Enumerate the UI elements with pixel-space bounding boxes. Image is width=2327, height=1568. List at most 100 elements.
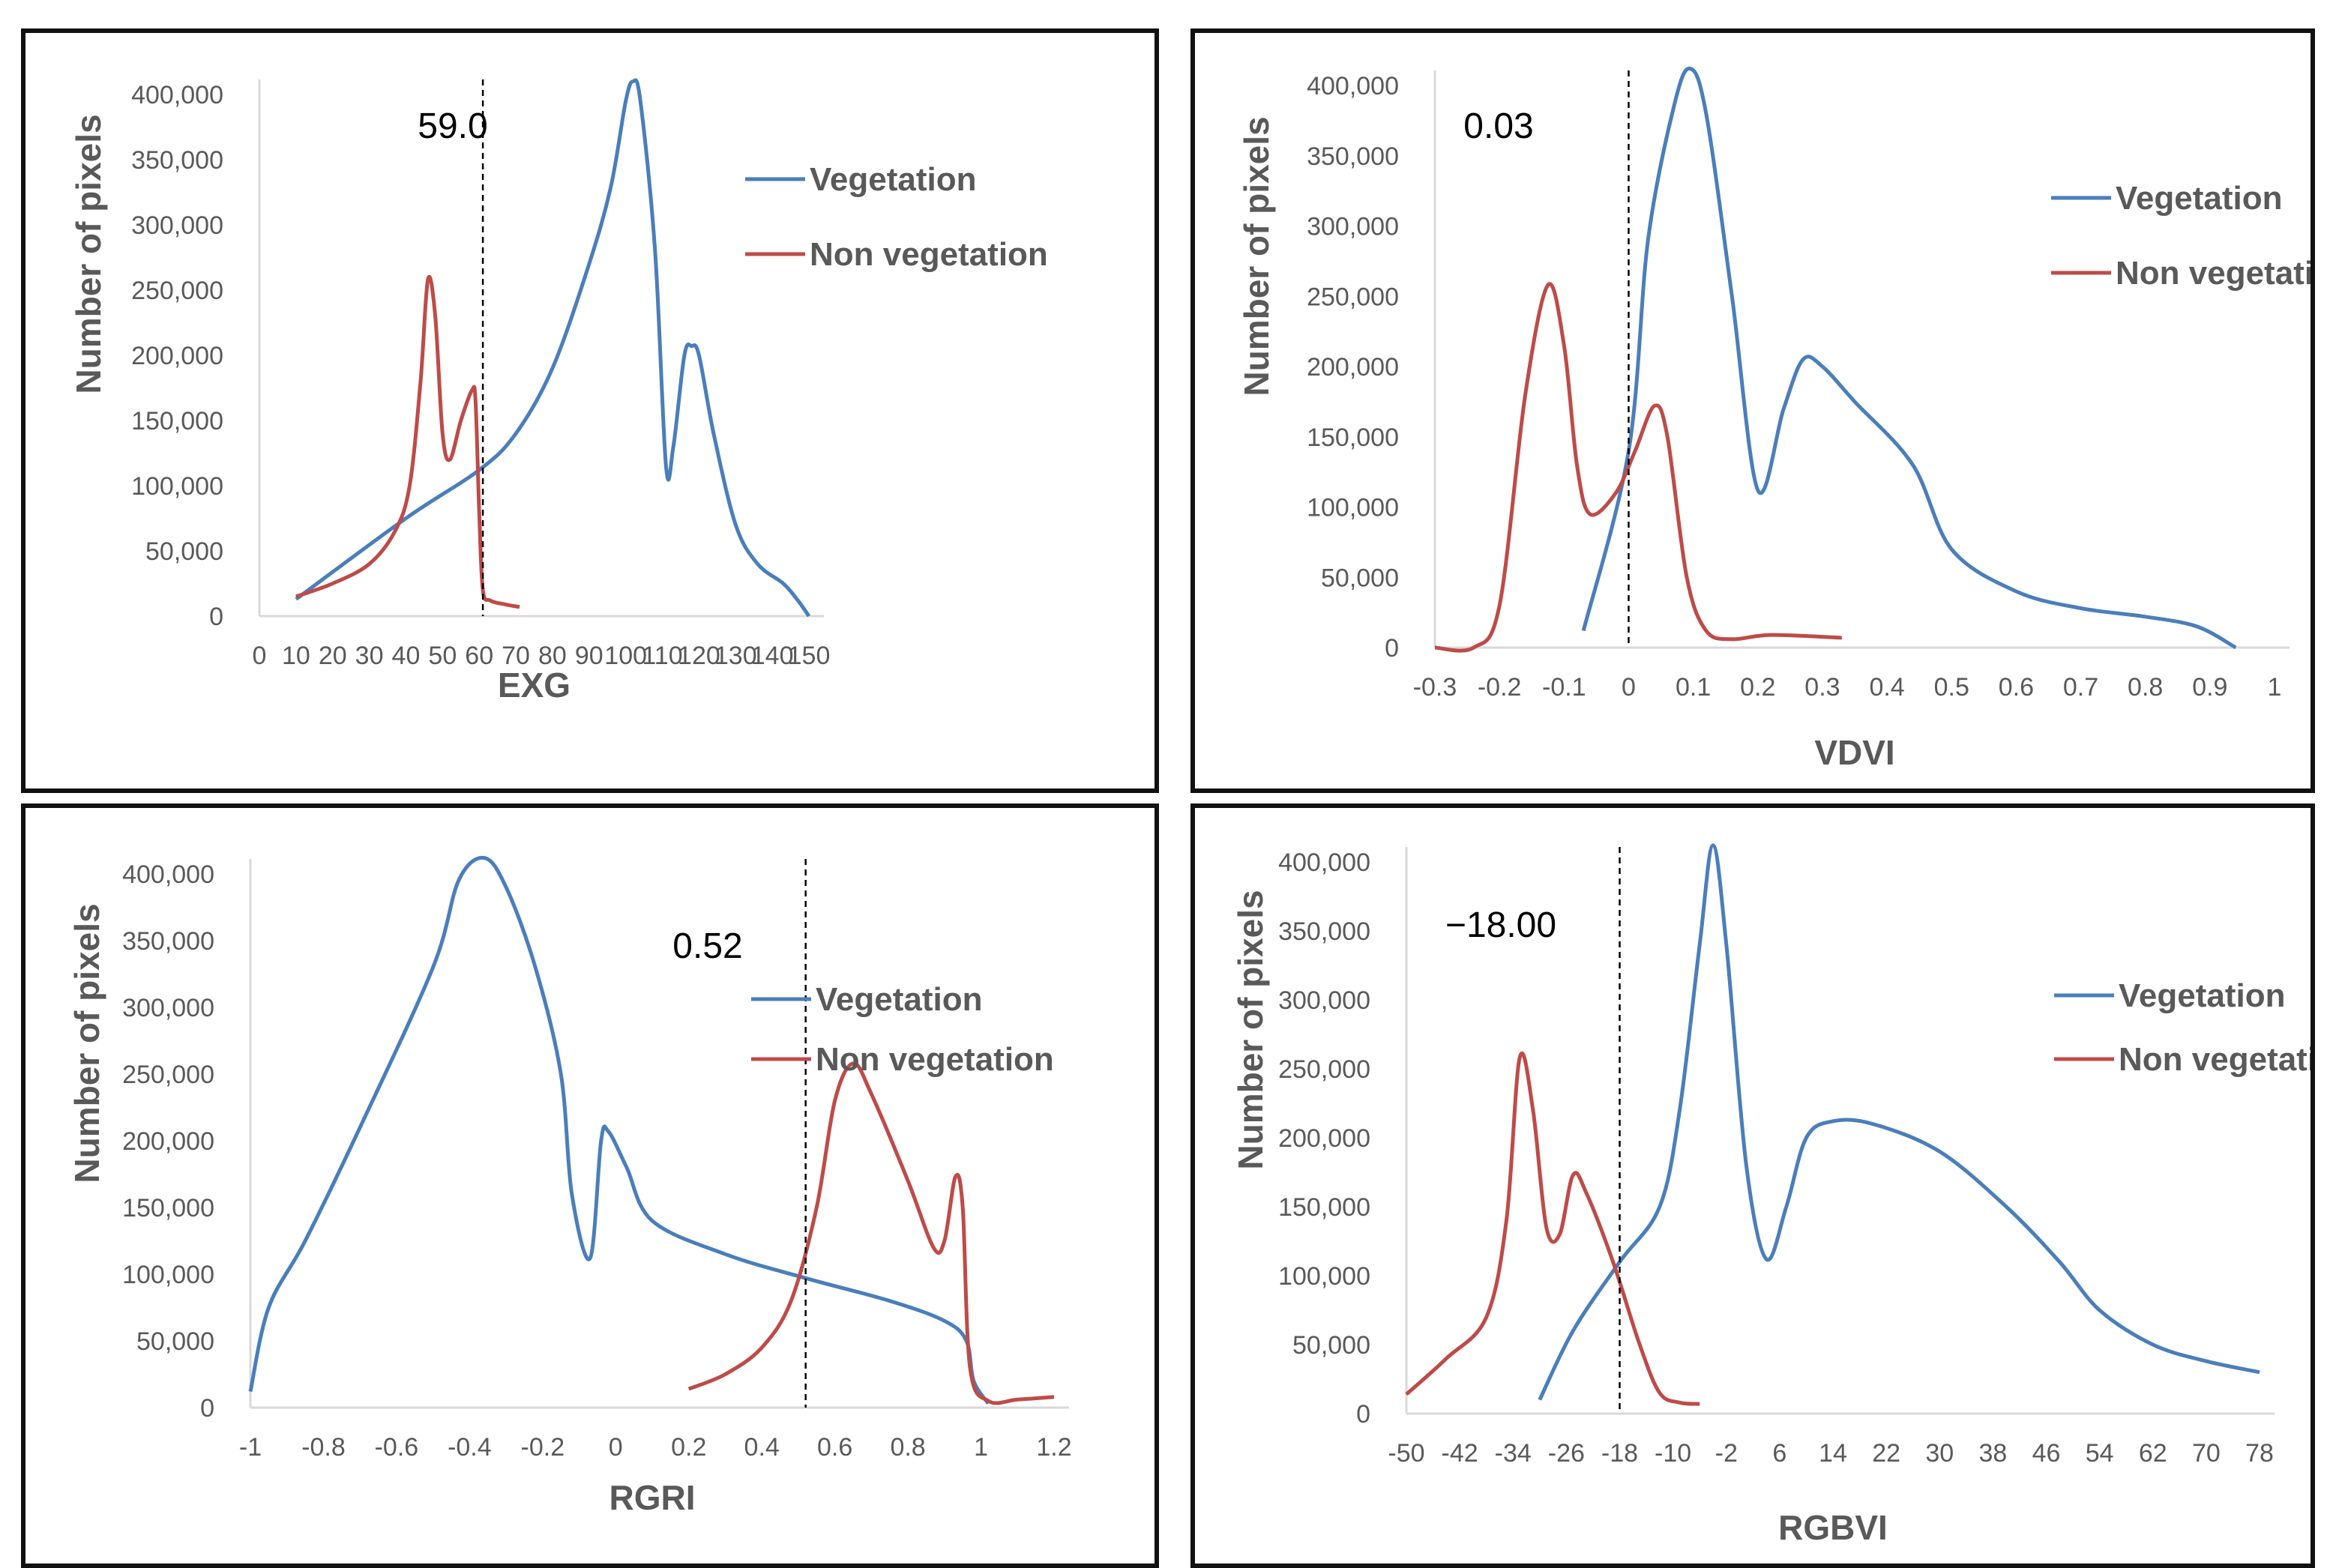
rgbvi-chart: 0 50,000 100,000 150,000 200,000 250,000 300,0… xyxy=(1231,843,2311,1547)
rgri-legend-label-1: Non vegetation xyxy=(816,1041,1054,1078)
exg-x-tick-label: 120 xyxy=(678,642,720,670)
vdvi-y-tick-label: 50,000 xyxy=(1321,564,1399,592)
rgri-x-tick-label: 0.2 xyxy=(671,1433,706,1462)
rgbvi-y-tick-label: 300,000 xyxy=(1278,986,1370,1015)
rgbvi-y-tick-label: 50,000 xyxy=(1292,1331,1370,1360)
rgri-y-tick-label: 0 xyxy=(200,1394,214,1423)
vdvi-y-tick-label: 100,000 xyxy=(1307,494,1399,522)
exg-y-tick-label: 300,000 xyxy=(131,211,223,240)
exg-series-non-vegetation-line xyxy=(295,274,520,609)
vdvi-series-non-vegetation-line xyxy=(1434,282,1842,653)
rgri-y-axis-title: Number of pixels xyxy=(67,903,106,1183)
rgbvi-x-tick-label: 70 xyxy=(2192,1439,2221,1468)
vdvi-y-tick-label: 0 xyxy=(1385,634,1399,663)
exg-y-tick-label: 50,000 xyxy=(145,537,223,566)
rgbvi-x-tick-label: 38 xyxy=(1978,1439,2007,1468)
vdvi-y-tick-label: 300,000 xyxy=(1307,213,1399,241)
rgbvi-chart-panel: 0 50,000 100,000 150,000 200,000 250,000 300,0… xyxy=(1190,803,2315,1568)
rgbvi-x-tick-label: -2 xyxy=(1715,1439,1738,1468)
vdvi-chart: 0 50,000 100,000 150,000 200,000 250,000 300,0… xyxy=(1237,66,2311,772)
exg-x-axis-title: EXG xyxy=(498,666,571,705)
rgbvi-legend-label-1: Non vegetation xyxy=(2119,1041,2311,1078)
rgbvi-x-tick-label: 54 xyxy=(2086,1439,2114,1468)
rgri-y-tick-label: 50,000 xyxy=(136,1327,214,1356)
vdvi-y-tick-label: 150,000 xyxy=(1307,423,1399,452)
rgbvi-y-tick-label: 400,000 xyxy=(1278,848,1370,877)
vdvi-x-tick-label: -0.3 xyxy=(1413,673,1457,702)
rgri-chart-panel: 0 50,000 100,000 150,000 200,000 250,000 300,0… xyxy=(21,803,1159,1568)
vdvi-x-tick-label: 1 xyxy=(2268,673,2282,702)
exg-chart: 0 50,000 100,000 150,000 200,000 250,000 300,0… xyxy=(69,78,1048,705)
exg-y-tick-label: 350,000 xyxy=(131,146,223,175)
exg-legend-label-1: Non vegetation xyxy=(810,236,1048,273)
rgbvi-x-tick-label: 22 xyxy=(1872,1439,1900,1468)
rgbvi-y-tick-label: 350,000 xyxy=(1278,917,1370,946)
rgbvi-y-axis-title: Number of pixels xyxy=(1231,890,1270,1169)
vdvi-x-tick-label: -0.1 xyxy=(1542,673,1586,702)
exg-y-axis-title: Number of pixels xyxy=(69,114,108,393)
rgbvi-y-tick-label: 200,000 xyxy=(1278,1124,1370,1153)
rgri-x-tick-label: 0.8 xyxy=(890,1433,925,1462)
exg-x-tick-label: 110 xyxy=(642,642,682,670)
rgri-x-tick-label: 1.2 xyxy=(1036,1433,1071,1462)
exg-y-tick-label: 0 xyxy=(209,603,223,631)
vdvi-x-tick-label: 0.2 xyxy=(1740,673,1775,702)
exg-y-tick-label: 200,000 xyxy=(131,342,223,370)
rgri-x-tick-label: -0.8 xyxy=(301,1433,346,1462)
vdvi-x-tick-label: -0.2 xyxy=(1478,673,1522,702)
vdvi-x-axis-title: VDVI xyxy=(1814,733,1894,772)
rgbvi-x-tick-label: 46 xyxy=(2032,1439,2061,1468)
rgri-threshold-label: 0.52 xyxy=(672,926,742,966)
rgbvi-x-tick-label: -34 xyxy=(1495,1439,1532,1468)
rgri-y-tick-label: 400,000 xyxy=(122,860,214,889)
exg-y-tick-label: 250,000 xyxy=(131,277,223,305)
vdvi-x-tick-label: 0.1 xyxy=(1676,673,1711,702)
rgbvi-x-axis-title: RGBVI xyxy=(1778,1508,1888,1547)
exg-x-tick-label: 20 xyxy=(319,642,347,670)
rgbvi-threshold-label: −18.00 xyxy=(1445,905,1556,945)
rgbvi-x-tick-label: -18 xyxy=(1601,1439,1638,1468)
vdvi-y-tick-label: 250,000 xyxy=(1307,283,1399,311)
rgbvi-legend-label-0: Vegetation xyxy=(2119,977,2286,1014)
vdvi-x-tick-label: 0.4 xyxy=(1869,673,1904,702)
rgbvi-y-tick-label: 100,000 xyxy=(1278,1262,1370,1291)
rgri-y-tick-label: 250,000 xyxy=(122,1061,214,1089)
rgbvi-y-tick-label: 150,000 xyxy=(1278,1193,1370,1222)
rgbvi-x-tick-label: -26 xyxy=(1548,1439,1585,1468)
exg-y-tick-label: 150,000 xyxy=(131,407,223,435)
exg-x-tick-label: 90 xyxy=(575,642,603,670)
vdvi-y-tick-label: 350,000 xyxy=(1307,142,1399,171)
vdvi-threshold-label: 0.03 xyxy=(1463,106,1533,146)
exg-x-tick-label: 150 xyxy=(788,642,831,670)
exg-x-tick-label: 100 xyxy=(604,642,647,670)
exg-y-tick-label: 100,000 xyxy=(131,472,223,501)
rgri-y-tick-label: 200,000 xyxy=(122,1127,214,1156)
rgri-y-tick-label: 350,000 xyxy=(122,927,214,956)
rgbvi-x-tick-label: -50 xyxy=(1388,1439,1424,1468)
rgbvi-x-tick-label: -42 xyxy=(1442,1439,1478,1468)
rgri-x-tick-label: -1 xyxy=(239,1433,262,1462)
rgbvi-y-tick-label: 250,000 xyxy=(1278,1055,1370,1084)
rgbvi-x-tick-label: 30 xyxy=(1925,1439,1954,1468)
rgbvi-x-tick-label: 78 xyxy=(2245,1439,2274,1468)
vdvi-y-axis-title: Number of pixels xyxy=(1237,116,1276,396)
exg-x-tick-label: 10 xyxy=(282,642,310,670)
vdvi-y-tick-label: 200,000 xyxy=(1307,353,1399,382)
exg-x-tick-label: 140 xyxy=(751,642,794,670)
vdvi-chart-panel: 0 50,000 100,000 150,000 200,000 250,000 300,0… xyxy=(1190,28,2315,793)
exg-x-tick-label: 60 xyxy=(465,642,493,670)
rgri-x-tick-label: 0 xyxy=(609,1433,623,1462)
vdvi-series-vegetation-line xyxy=(1581,66,2237,650)
exg-x-tick-label: 70 xyxy=(502,642,530,670)
exg-x-tick-label: 130 xyxy=(714,642,757,670)
rgri-y-tick-label: 300,000 xyxy=(122,994,214,1022)
rgri-y-tick-label: 100,000 xyxy=(122,1261,214,1289)
rgri-series-non-vegetation-line xyxy=(687,1061,1055,1405)
vdvi-x-tick-label: 0.7 xyxy=(2063,673,2098,702)
exg-x-tick-label: 0 xyxy=(253,642,267,670)
vdvi-x-tick-label: 0 xyxy=(1622,673,1636,702)
vdvi-x-tick-label: 0.5 xyxy=(1934,673,1969,702)
exg-x-tick-label: 30 xyxy=(355,642,384,670)
exg-x-tick-label: 40 xyxy=(392,642,421,670)
vdvi-x-tick-label: 0.8 xyxy=(2128,673,2163,702)
